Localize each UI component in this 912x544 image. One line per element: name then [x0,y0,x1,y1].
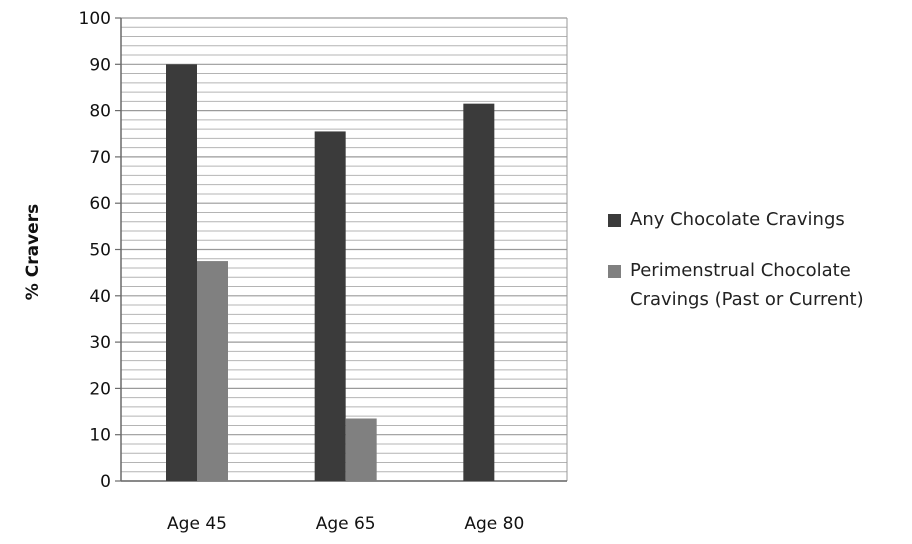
y-tick-label: 90 [89,55,111,75]
legend-label-any-chocolate: Any Chocolate Cravings [630,209,845,230]
y-tick-label: 20 [89,379,111,399]
y-tick-label: 50 [89,241,111,261]
x-tick-label: Age 80 [464,514,524,534]
y-tick-label: 30 [89,333,111,353]
bar [197,261,228,481]
y-tick-label: 60 [89,194,111,214]
y-tick-label: 70 [89,148,111,168]
bar [463,103,495,481]
y-tick-label: 0 [100,472,111,492]
y-tick-label: 40 [89,287,111,307]
legend-item-any-chocolate: Any Chocolate Cravings [608,205,908,234]
bar [314,131,346,481]
legend-swatch-perimenstrual [608,265,621,278]
y-tick-label: 80 [89,102,111,122]
x-tick-label: Age 65 [316,514,376,534]
legend: Any Chocolate Cravings Perimenstrual Cho… [608,205,908,314]
legend-label-perimenstrual: Perimenstrual Chocolate Cravings (Past o… [630,260,864,310]
legend-swatch-any-chocolate [608,214,621,227]
bar [345,418,377,481]
bars [166,64,495,482]
y-tick-label: 100 [79,9,111,29]
y-axis-label: % Cravers [23,204,43,300]
x-tick-label: Age 45 [167,514,227,534]
y-tick-label: 10 [89,426,111,446]
x-tick-labels: Age 45 Age 65 Age 80 [167,514,524,534]
y-tick-labels: 0 10 20 30 40 50 60 70 80 90 100 [79,9,121,492]
bar [166,64,197,482]
legend-item-perimenstrual: Perimenstrual Chocolate Cravings (Past o… [608,256,908,314]
